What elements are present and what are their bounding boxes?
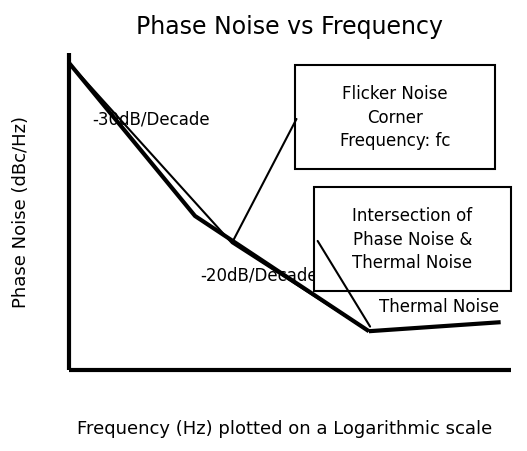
Text: -30dB/Decade: -30dB/Decade <box>92 110 210 129</box>
Text: Phase Noise (dBc/Hz): Phase Noise (dBc/Hz) <box>12 116 30 308</box>
Text: -20dB/Decade: -20dB/Decade <box>200 266 318 284</box>
Text: Thermal Noise: Thermal Noise <box>379 298 500 316</box>
FancyBboxPatch shape <box>314 187 511 291</box>
Text: Flicker Noise
Corner
Frequency: fc: Flicker Noise Corner Frequency: fc <box>340 85 451 150</box>
FancyBboxPatch shape <box>295 65 495 169</box>
Text: Frequency (Hz) plotted on a Logarithmic scale: Frequency (Hz) plotted on a Logarithmic … <box>77 419 492 437</box>
Text: Intersection of
Phase Noise &
Thermal Noise: Intersection of Phase Noise & Thermal No… <box>353 207 472 272</box>
Text: Phase Noise vs Frequency: Phase Noise vs Frequency <box>136 15 443 39</box>
